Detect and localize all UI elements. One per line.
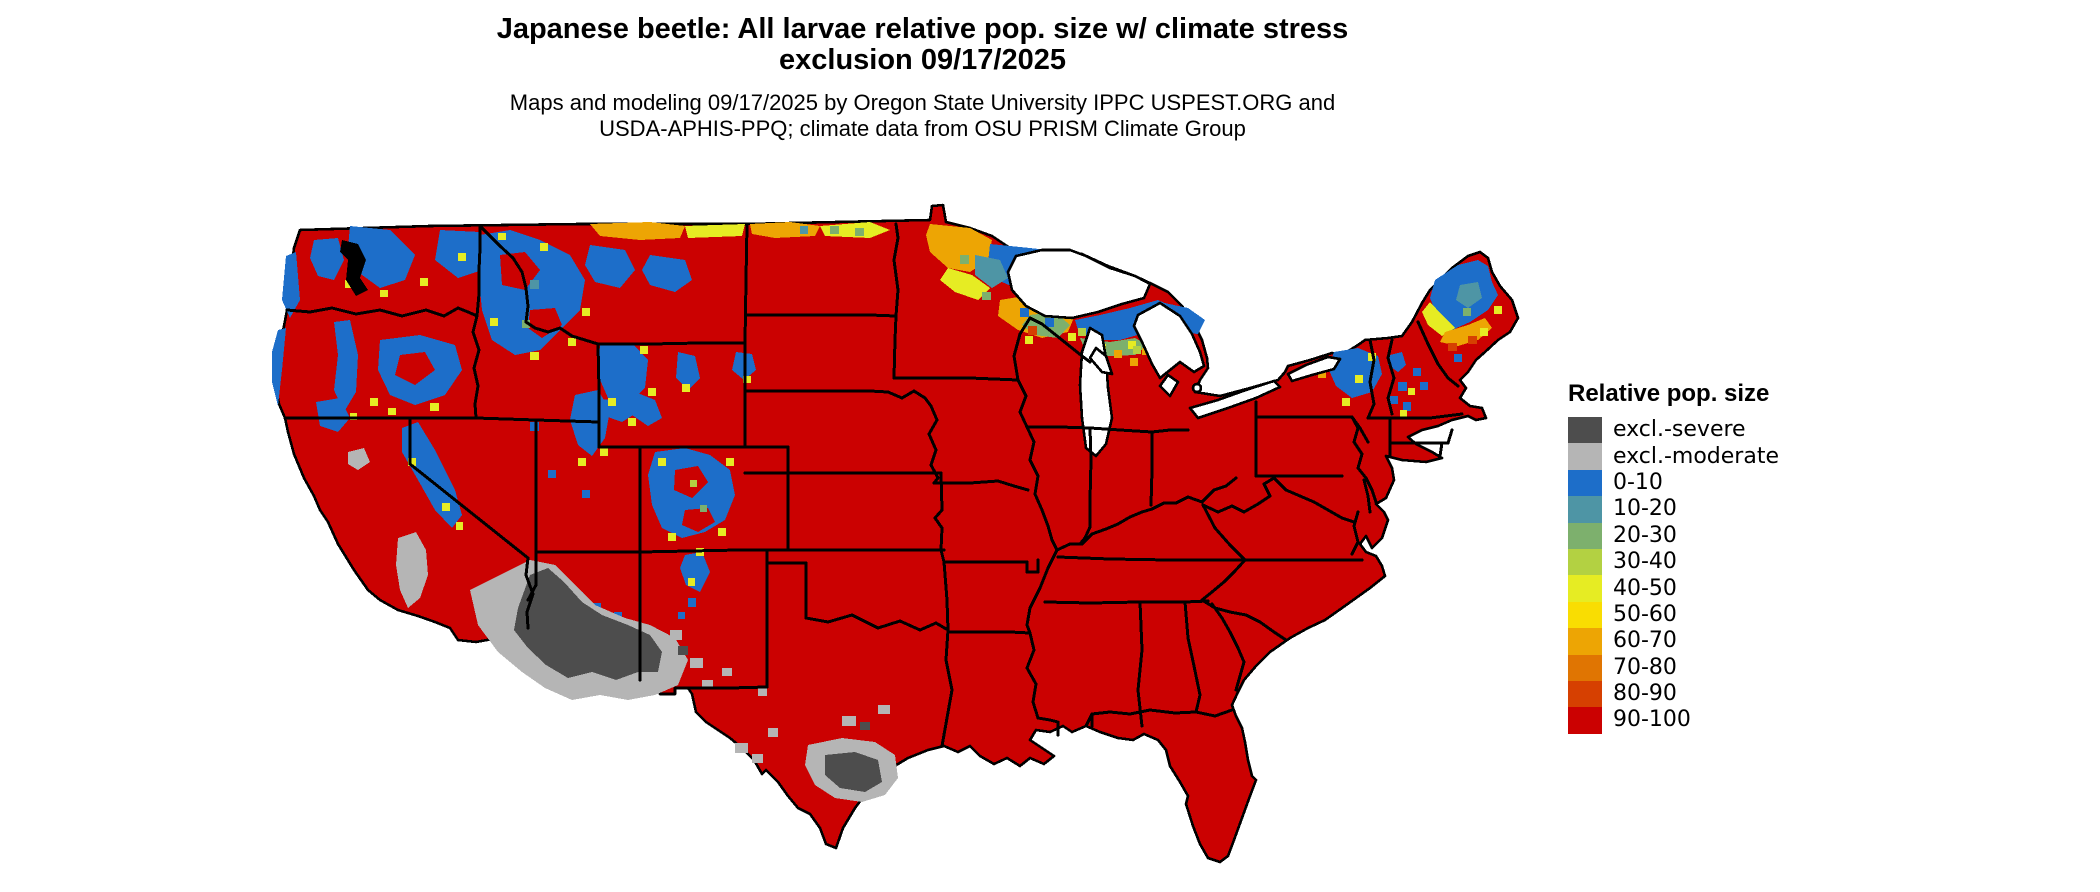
legend-row: excl.-moderate — [1568, 443, 1779, 470]
legend-label: 60-70 — [1613, 628, 1677, 654]
legend-row: 90-100 — [1568, 707, 1779, 734]
legend-swatch — [1568, 522, 1602, 549]
us-map-svg — [272, 203, 1520, 864]
legend-label: 30-40 — [1613, 549, 1677, 575]
legend-label: 90-100 — [1613, 707, 1691, 733]
saginaw-bay — [1158, 373, 1180, 398]
legend-label: excl.-moderate — [1613, 443, 1779, 469]
legend-row: 30-40 — [1568, 548, 1779, 576]
legend-label: 70-80 — [1613, 654, 1677, 680]
legend-swatch — [1568, 575, 1602, 602]
legend-swatch — [1568, 654, 1602, 681]
legend-swatch — [1568, 496, 1602, 523]
legend-title: Relative pop. size — [1568, 380, 1770, 407]
legend-label: excl.-severe — [1613, 417, 1746, 443]
green-bay — [1088, 346, 1114, 376]
legend: Relative pop. size excl.-severe excl.-mo… — [1568, 380, 1779, 734]
legend-row: 60-70 — [1568, 628, 1779, 655]
lake-erie — [1188, 379, 1282, 420]
legend-swatch — [1568, 417, 1602, 444]
lake-huron — [1132, 301, 1206, 380]
legend-label: 20-30 — [1613, 522, 1677, 548]
legend-swatch — [1568, 707, 1602, 734]
legend-label: 50-60 — [1613, 601, 1677, 627]
page-title: Japanese beetle: All larvae relative pop… — [0, 14, 1845, 76]
legend-row: 80-90 — [1568, 680, 1779, 708]
state-borders — [283, 222, 1464, 748]
us-map — [230, 160, 1530, 892]
legend-row: 70-80 — [1568, 654, 1779, 681]
legend-swatch — [1568, 680, 1602, 708]
title-line-1: Japanese beetle: All larvae relative pop… — [496, 13, 1349, 45]
legend-swatch — [1568, 601, 1602, 629]
puget-sound-ink — [340, 240, 368, 296]
legend-row: 20-30 — [1568, 522, 1779, 549]
lake-superior — [1006, 248, 1152, 320]
legend-swatch — [1568, 548, 1602, 576]
legend-row: 0-10 — [1568, 469, 1779, 497]
legend-row: excl.-severe — [1568, 417, 1779, 444]
lake-ontario — [1286, 355, 1342, 383]
legend-row: 40-50 — [1568, 575, 1779, 602]
title-line-2: exclusion 09/17/2025 — [779, 44, 1066, 76]
legend-swatch — [1568, 443, 1602, 470]
subtitle-line-2: USDA-APHIS-PPQ; climate data from OSU PR… — [599, 116, 1246, 141]
legend-row: 50-60 — [1568, 601, 1779, 629]
legend-swatch — [1568, 469, 1602, 497]
legend-label: 40-50 — [1613, 575, 1677, 601]
raster-west — [272, 222, 756, 620]
legend-row: 10-20 — [1568, 496, 1779, 523]
legend-label: 80-90 — [1613, 681, 1677, 707]
legend-label: 0-10 — [1613, 469, 1663, 495]
lake-st-clair — [1191, 382, 1203, 394]
raster-northeast — [1318, 260, 1502, 417]
subtitle-line-1: Maps and modeling 09/17/2025 by Oregon S… — [509, 90, 1336, 115]
raster-exclusion-gray — [348, 448, 898, 802]
page-subtitle: Maps and modeling 09/17/2025 by Oregon S… — [0, 90, 1845, 142]
legend-swatch — [1568, 628, 1602, 655]
legend-label: 10-20 — [1613, 496, 1677, 522]
